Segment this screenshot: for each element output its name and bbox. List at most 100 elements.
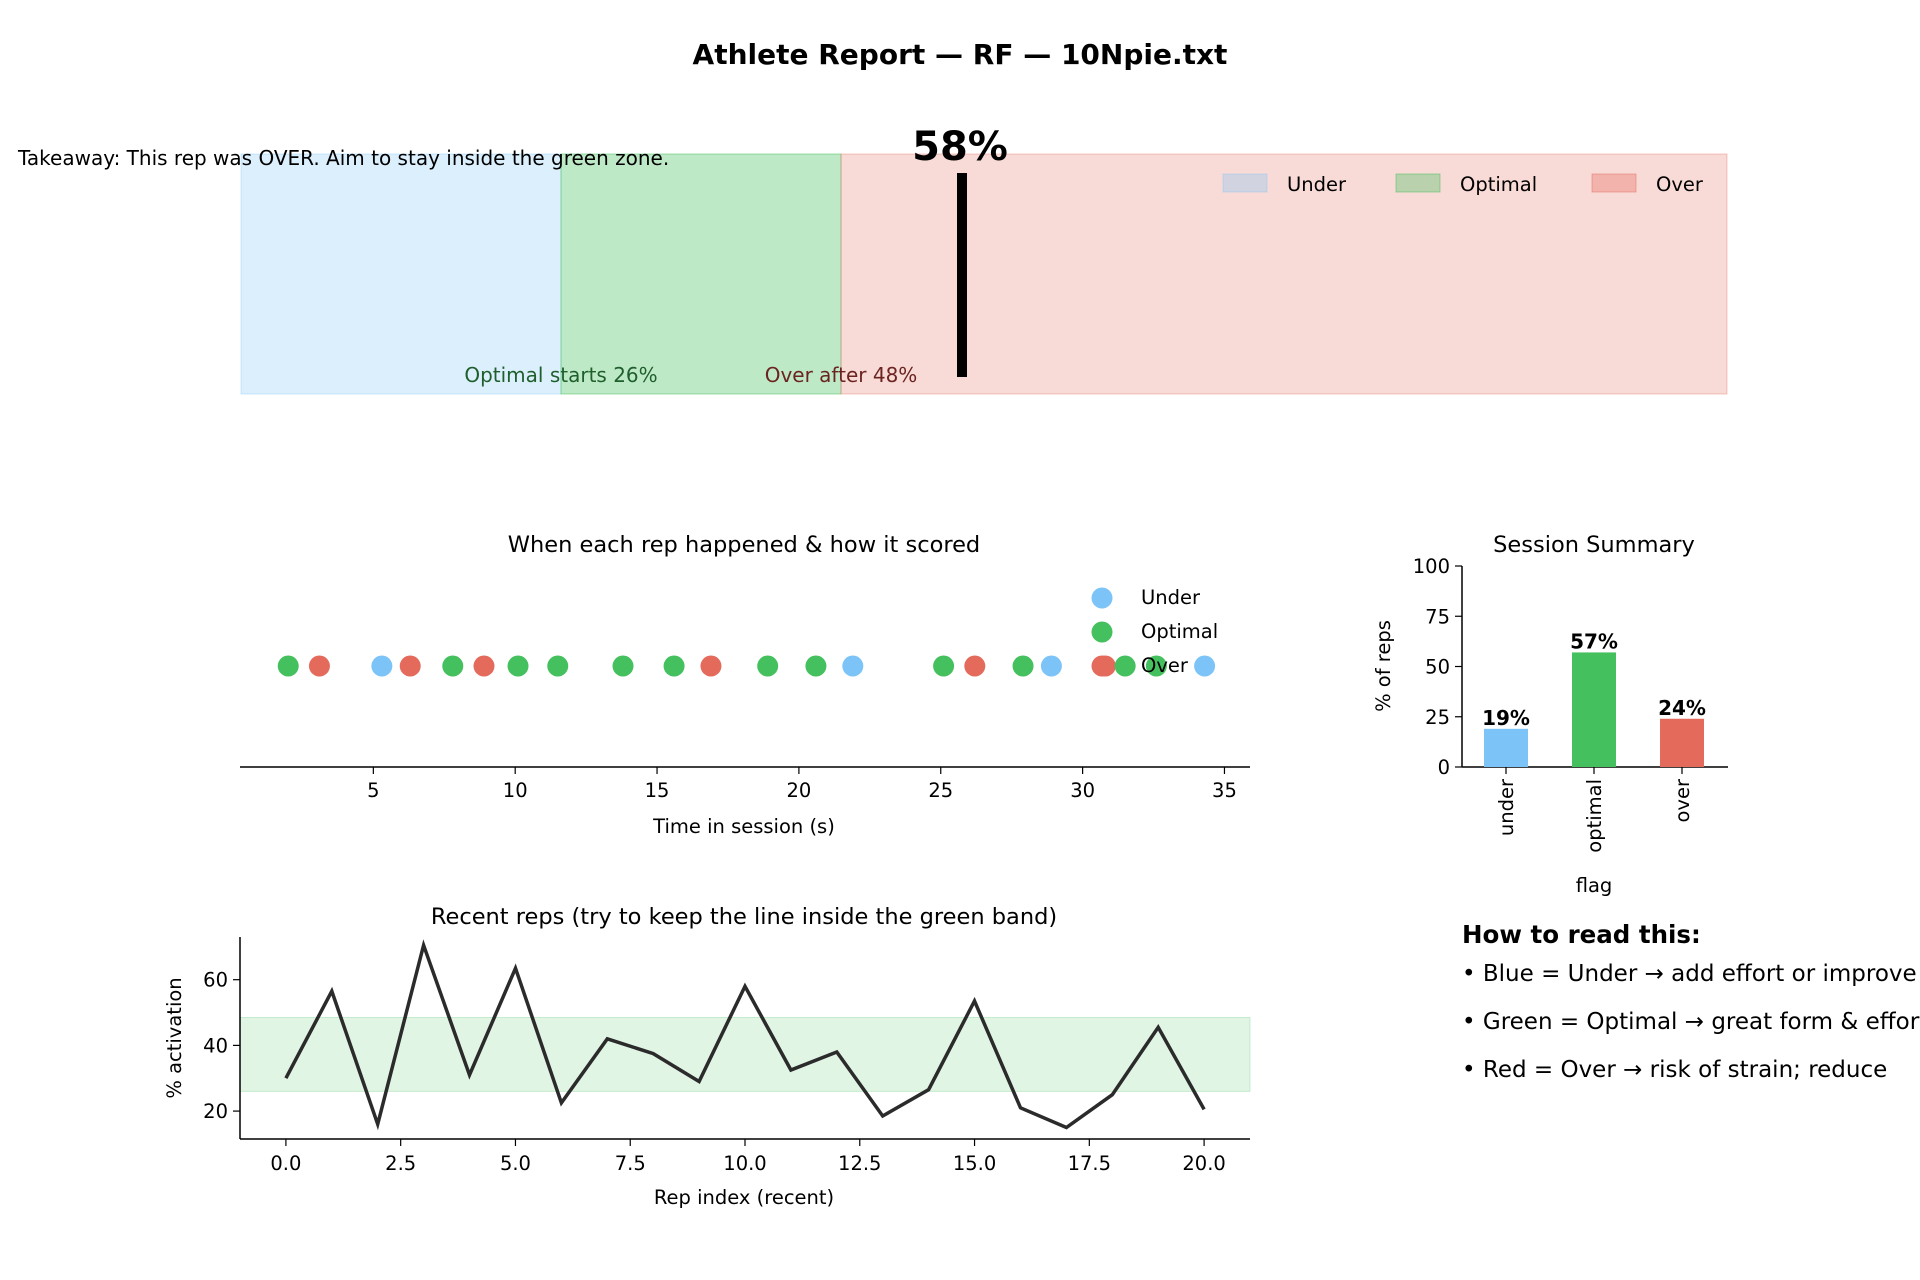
rep-point-optimal: [442, 655, 464, 677]
legend-dot-over: [1091, 655, 1113, 677]
recent-x-tick-label: 7.5: [615, 1152, 646, 1175]
recent-x-tick-label: 15.0: [953, 1152, 996, 1175]
rep-point-optimal: [663, 655, 685, 677]
takeaway-text: Takeaway: This rep was OVER. Aim to stay…: [17, 146, 669, 170]
recent-title: Recent reps (try to keep the line inside…: [431, 904, 1057, 930]
optimal-threshold-label: Optimal starts 26%: [464, 363, 657, 387]
rep-point-optimal: [933, 655, 955, 677]
optimal-band: [239, 1016, 1251, 1092]
gauge-over-zone: [840, 153, 1728, 395]
summary-x-label: flag: [1576, 874, 1613, 897]
timeline-legend-optimal: Optimal: [1141, 620, 1218, 643]
timeline-x-label: Time in session (s): [652, 815, 835, 838]
rep-timeline-chart: When each rep happened & how it scored 5…: [240, 532, 1250, 838]
recent-x-ticks: 0.0 2.5 5.0 7.5 10.0 12.5 15.0 17.5 20.0: [270, 1139, 1226, 1175]
session-summary-chart: Session Summary 0 25 50 75 100 19% under 57% op…: [1372, 532, 1728, 897]
rep-point-under: [842, 655, 864, 677]
legend-label-over: Over: [1656, 173, 1704, 196]
timeline-x-tick-label: 20: [786, 779, 811, 802]
timeline-legend: Under Optimal Over: [1091, 586, 1218, 677]
legend-swatch-optimal: [1395, 173, 1441, 193]
recent-y-tick-label: 20: [203, 1100, 228, 1123]
rep-point-optimal: [1145, 655, 1167, 677]
timeline-x-tick-label: 30: [1070, 779, 1095, 802]
how-to-read-over: • Red = Over → risk of strain; reduce: [1462, 1057, 1888, 1083]
summary-value-label-over: 24%: [1658, 696, 1706, 720]
how-to-read-title: How to read this:: [1462, 920, 1701, 949]
rep-point-under: [371, 655, 393, 677]
summary-y-tick-label: 50: [1425, 656, 1450, 679]
activation-line: [284, 939, 1206, 1131]
summary-y-ticks: 0 25 50 75 100: [1413, 555, 1462, 779]
recent-reps-chart: Recent reps (try to keep the line inside…: [163, 904, 1251, 1209]
summary-value-label-under: 19%: [1482, 706, 1530, 730]
legend-dot-under: [1091, 587, 1113, 609]
how-to-read-optimal: • Green = Optimal → great form & effort: [1462, 1009, 1920, 1035]
recent-x-tick-label: 5.0: [500, 1152, 531, 1175]
recent-y-label: % activation: [163, 977, 186, 1098]
rep-point-optimal: [547, 655, 569, 677]
timeline-x-tick-label: 15: [645, 779, 670, 802]
summary-title: Session Summary: [1493, 532, 1695, 558]
rep-point-optimal: [757, 655, 779, 677]
timeline-title: When each rep happened & how it scored: [508, 532, 980, 558]
summary-y-tick-label: 75: [1425, 605, 1450, 628]
recent-x-tick-label: 2.5: [385, 1152, 416, 1175]
how-to-read-panel: How to read this: • Blue = Under → add e…: [1462, 920, 1920, 1105]
how-to-read-under: • Blue = Under → add effort or improve: [1462, 961, 1917, 987]
rep-point-optimal: [1114, 655, 1136, 677]
timeline-x-tick-label: 10: [503, 779, 528, 802]
summary-x-tick-label-optimal: optimal: [1583, 779, 1606, 853]
summary-y-tick-label: 100: [1413, 555, 1450, 578]
gauge-value-label: 58%: [912, 124, 1008, 170]
summary-bars: 19% under 57% optimal 24% over: [1482, 629, 1706, 852]
rep-point-over: [308, 655, 330, 677]
activation-gauge: 58% Takeaway: This rep was OVER. Aim to …: [17, 124, 1728, 395]
rep-point-over: [399, 655, 421, 677]
gauge-under-zone: [240, 153, 562, 395]
gauge-legend: Under Optimal Over: [1222, 173, 1704, 196]
rep-point-under: [1040, 655, 1062, 677]
summary-y-tick-label: 25: [1425, 706, 1450, 729]
recent-x-tick-label: 0.0: [270, 1152, 301, 1175]
rep-point-optimal: [805, 655, 827, 677]
timeline-x-tick-label: 35: [1212, 779, 1237, 802]
report-title: Athlete Report — RF — 10Npie.txt: [693, 38, 1228, 71]
rep-point-over: [473, 655, 495, 677]
rep-point-optimal: [612, 655, 634, 677]
timeline-x-ticks: 5 10 15 20 25 30 35: [367, 767, 1237, 802]
gauge-marker: [957, 173, 967, 377]
legend-dot-optimal: [1091, 621, 1113, 643]
timeline-x-tick-label: 25: [928, 779, 953, 802]
legend-label-under: Under: [1287, 173, 1347, 196]
summary-value-label-optimal: 57%: [1570, 629, 1618, 653]
summary-bar-optimal: [1572, 652, 1616, 767]
recent-y-ticks: 20 40 60: [203, 969, 240, 1123]
recent-y-tick-label: 40: [203, 1034, 228, 1057]
rep-point-optimal: [507, 655, 529, 677]
gauge-optimal-zone: [560, 153, 842, 395]
rep-point-optimal: [277, 655, 299, 677]
summary-x-tick-label-under: under: [1495, 778, 1518, 836]
over-threshold-label: Over after 48%: [765, 363, 918, 387]
recent-x-tick-label: 17.5: [1068, 1152, 1111, 1175]
rep-point-optimal: [1012, 655, 1034, 677]
timeline-legend-over: Over: [1141, 654, 1189, 677]
legend-label-optimal: Optimal: [1460, 173, 1537, 196]
summary-bar-over: [1660, 718, 1704, 767]
summary-x-tick-label-over: over: [1671, 778, 1694, 822]
legend-swatch-over: [1591, 173, 1637, 193]
rep-point-under: [1194, 655, 1216, 677]
summary-bar-under: [1484, 728, 1528, 767]
recent-x-tick-label: 10.0: [723, 1152, 766, 1175]
legend-swatch-under: [1222, 173, 1268, 193]
timeline-points: [277, 655, 1216, 677]
recent-x-tick-label: 20.0: [1182, 1152, 1225, 1175]
summary-y-label: % of reps: [1372, 620, 1395, 712]
summary-y-tick-label: 0: [1438, 756, 1450, 779]
timeline-legend-under: Under: [1141, 586, 1201, 609]
rep-point-over: [700, 655, 722, 677]
recent-y-tick-label: 60: [203, 969, 228, 992]
timeline-x-tick-label: 5: [367, 779, 379, 802]
